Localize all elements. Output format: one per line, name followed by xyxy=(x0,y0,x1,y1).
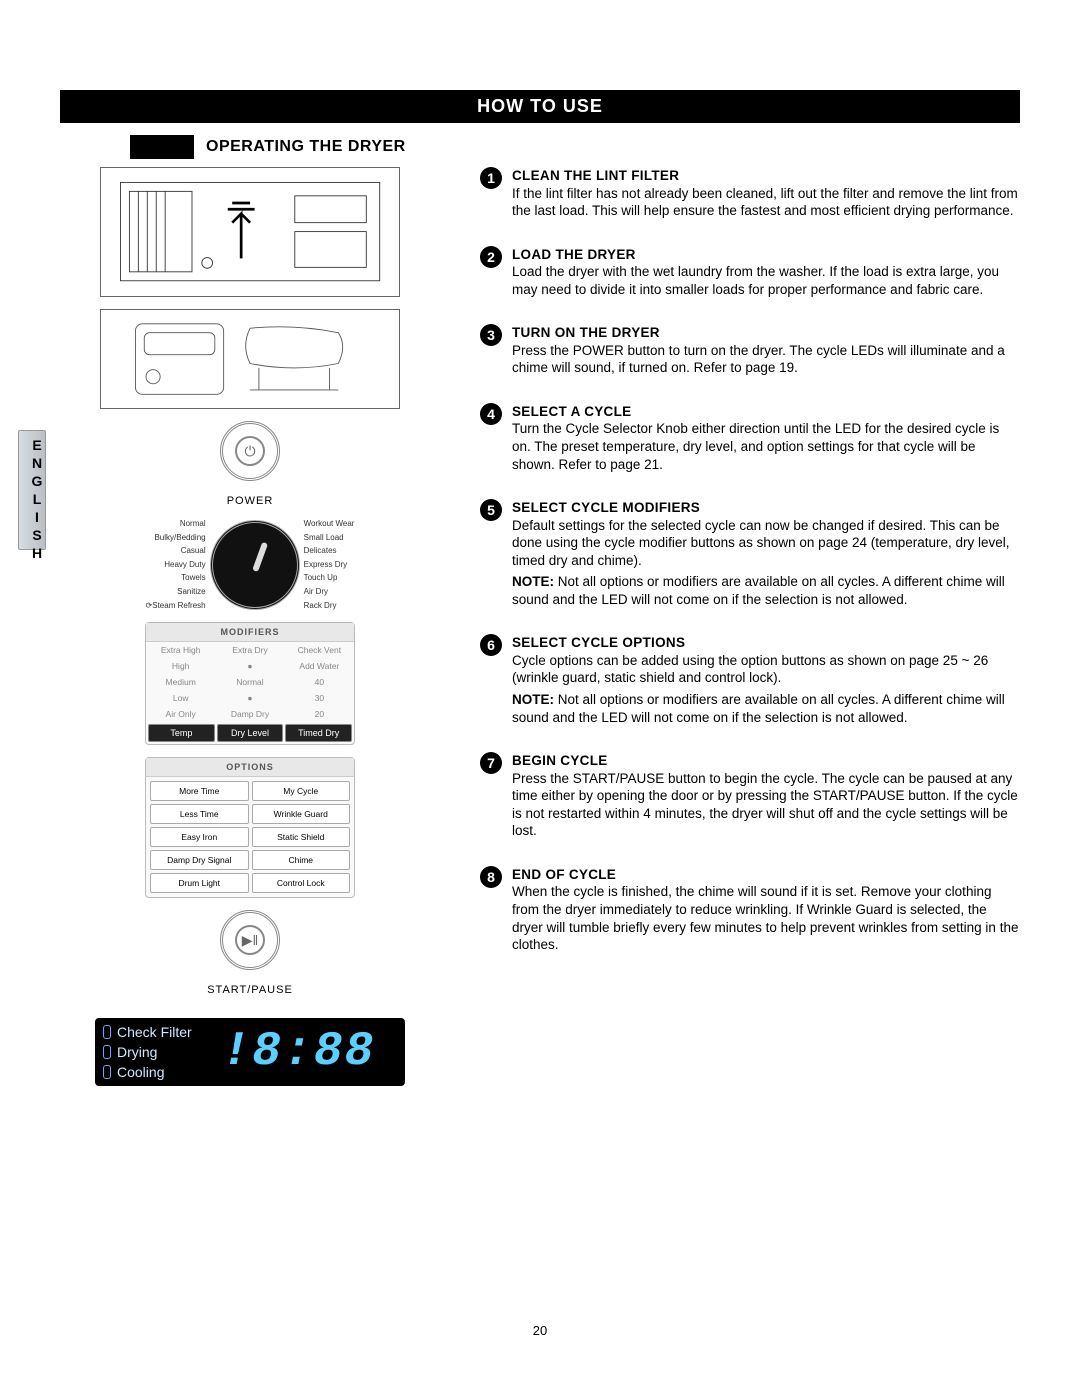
lcd-cooling: Cooling xyxy=(117,1064,164,1080)
section-marker xyxy=(130,135,194,159)
cycle-dial xyxy=(210,520,300,610)
dryer-illustration-2 xyxy=(100,309,400,409)
options-title: OPTIONS xyxy=(146,758,354,777)
step-number: 7 xyxy=(480,752,502,774)
option-button: Damp Dry Signal xyxy=(150,850,249,870)
option-button: Static Shield xyxy=(252,827,351,847)
language-tab: ENGLISH xyxy=(18,430,46,550)
lcd-display: Check Filter Drying Cooling !8:88 xyxy=(95,1018,405,1086)
step-number: 4 xyxy=(480,403,502,425)
option-button: Control Lock xyxy=(252,873,351,893)
start-pause-caption: START/PAUSE xyxy=(207,984,293,996)
step-title: LOAD THE DRYER xyxy=(512,246,1020,264)
step-title: SELECT A CYCLE xyxy=(512,403,1020,421)
step-number: 5 xyxy=(480,499,502,521)
page-header: HOW TO USE xyxy=(60,90,1020,123)
step-title: SELECT CYCLE OPTIONS xyxy=(512,634,1020,652)
modifiers-panel: MODIFIERS Extra HighExtra DryCheck Vent … xyxy=(145,622,355,745)
step-number: 8 xyxy=(480,866,502,888)
step-body: SELECT CYCLE MODIFIERSDefault settings f… xyxy=(512,499,1020,608)
cycle-dial-illustration: Normal Bulky/Bedding Casual Heavy Duty T… xyxy=(100,519,400,610)
instruction-step: 7 BEGIN CYCLEPress the START/PAUSE button… xyxy=(480,752,1020,840)
dryer-svg-1 xyxy=(116,174,384,289)
step-text: Press the POWER button to turn on the dr… xyxy=(512,342,1020,377)
step-title: CLEAN THE LINT FILTER xyxy=(512,167,1020,185)
option-button: More Time xyxy=(150,781,249,801)
power-button-illustration: ⏻ xyxy=(220,421,280,481)
step-body: SELECT CYCLE OPTIONSCycle options can be… xyxy=(512,634,1020,726)
step-number: 1 xyxy=(480,167,502,189)
instruction-step: 5 SELECT CYCLE MODIFIERSDefault settings … xyxy=(480,499,1020,608)
lcd-drying: Drying xyxy=(117,1044,157,1060)
step-body: TURN ON THE DRYERPress the POWER button … xyxy=(512,324,1020,377)
illustration-column: ⏻ POWER Normal Bulky/Bedding Casual Heav… xyxy=(60,167,440,1086)
step-body: BEGIN CYCLEPress the START/PAUSE button … xyxy=(512,752,1020,840)
option-button: Easy Iron xyxy=(150,827,249,847)
timed-dry-button: Timed Dry xyxy=(285,724,352,742)
option-button: Wrinkle Guard xyxy=(252,804,351,824)
modifiers-title: MODIFIERS xyxy=(146,623,354,642)
step-body: LOAD THE DRYERLoad the dryer with the we… xyxy=(512,246,1020,299)
step-text: If the lint filter has not already been … xyxy=(512,185,1020,220)
step-body: END OF CYCLEWhen the cycle is finished, … xyxy=(512,866,1020,954)
start-pause-button-illustration: ▶‖ xyxy=(220,910,280,970)
lcd-time-digits: !8:88 xyxy=(200,1025,397,1079)
play-pause-icon: ▶‖ xyxy=(235,925,265,955)
page-number: 20 xyxy=(533,1323,547,1338)
option-button: Less Time xyxy=(150,804,249,824)
option-button: Chime xyxy=(252,850,351,870)
step-title: TURN ON THE DRYER xyxy=(512,324,1020,342)
instruction-step: 1 CLEAN THE LINT FILTERIf the lint filter… xyxy=(480,167,1020,220)
section-heading: OPERATING THE DRYER xyxy=(130,135,1020,159)
section-title: OPERATING THE DRYER xyxy=(206,138,406,156)
lcd-check-filter: Check Filter xyxy=(117,1024,192,1040)
dryer-illustration-1 xyxy=(100,167,400,297)
temp-button: Temp xyxy=(148,724,215,742)
step-body: CLEAN THE LINT FILTERIf the lint filter … xyxy=(512,167,1020,220)
options-panel: OPTIONS More Time My Cycle Less Time Wri… xyxy=(145,757,355,898)
option-button: Drum Light xyxy=(150,873,249,893)
instruction-step: 2 LOAD THE DRYERLoad the dryer with the w… xyxy=(480,246,1020,299)
step-number: 3 xyxy=(480,324,502,346)
step-title: BEGIN CYCLE xyxy=(512,752,1020,770)
dial-labels-left: Normal Bulky/Bedding Casual Heavy Duty T… xyxy=(146,519,206,610)
dry-level-button: Dry Level xyxy=(217,724,284,742)
step-number: 6 xyxy=(480,634,502,656)
step-text: Press the START/PAUSE button to begin th… xyxy=(512,770,1020,840)
step-number: 2 xyxy=(480,246,502,268)
step-text: Cycle options can be added using the opt… xyxy=(512,652,1020,687)
instruction-step: 8 END OF CYCLEWhen the cycle is finished,… xyxy=(480,866,1020,954)
step-body: SELECT A CYCLETurn the Cycle Selector Kn… xyxy=(512,403,1020,473)
step-text: When the cycle is finished, the chime wi… xyxy=(512,883,1020,953)
option-button: My Cycle xyxy=(252,781,351,801)
instruction-step: 4 SELECT A CYCLETurn the Cycle Selector K… xyxy=(480,403,1020,473)
instruction-step: 6 SELECT CYCLE OPTIONSCycle options can b… xyxy=(480,634,1020,726)
step-title: END OF CYCLE xyxy=(512,866,1020,884)
step-text: Default settings for the selected cycle … xyxy=(512,517,1020,570)
steps-column: 1 CLEAN THE LINT FILTERIf the lint filter… xyxy=(440,167,1020,1086)
step-title: SELECT CYCLE MODIFIERS xyxy=(512,499,1020,517)
step-text: Turn the Cycle Selector Knob either dire… xyxy=(512,420,1020,473)
instruction-step: 3 TURN ON THE DRYERPress the POWER button… xyxy=(480,324,1020,377)
step-text: Load the dryer with the wet laundry from… xyxy=(512,263,1020,298)
dial-labels-right: Workout Wear Small Load Delicates Expres… xyxy=(304,519,355,610)
power-caption: POWER xyxy=(227,495,274,507)
power-icon: ⏻ xyxy=(235,436,265,466)
modifiers-grid: Extra HighExtra DryCheck Vent High●Add W… xyxy=(146,642,354,722)
dryer-svg-2 xyxy=(116,315,384,403)
